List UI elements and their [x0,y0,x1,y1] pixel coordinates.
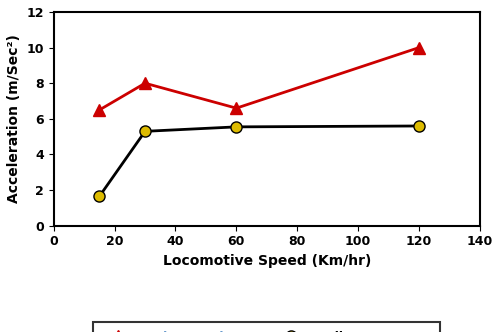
Arch Max Vl. Acc [142,81,148,85]
Wall Max Hz. Acc [416,124,422,128]
Wall Max Hz. Acc [142,129,148,133]
Wall Max Hz. Acc [96,194,102,198]
Arch Max Vl. Acc [234,106,239,110]
Arch Max Vl. Acc [96,108,102,112]
X-axis label: Locomotive Speed (Km/hr): Locomotive Speed (Km/hr) [162,254,371,268]
Wall Max Hz. Acc [234,125,239,129]
Line: Arch Max Vl. Acc: Arch Max Vl. Acc [94,42,424,116]
Y-axis label: Acceleration (m/Sec²): Acceleration (m/Sec²) [7,35,21,203]
Line: Wall Max Hz. Acc: Wall Max Hz. Acc [94,121,424,202]
Legend: Arch Max Vl. Acc, Wall Max Hz. Acc: Arch Max Vl. Acc, Wall Max Hz. Acc [94,322,440,332]
Arch Max Vl. Acc [416,45,422,49]
